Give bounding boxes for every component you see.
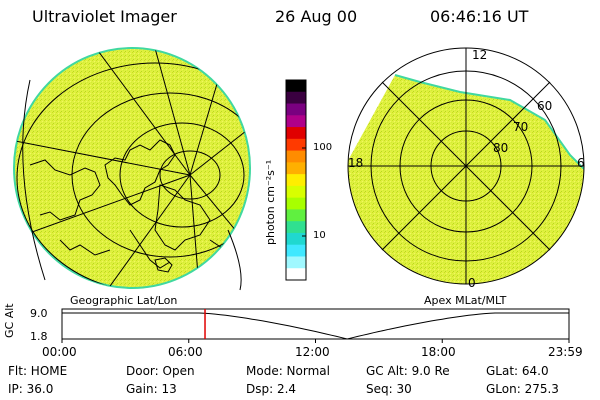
image-edge [394, 74, 584, 173]
coastlines [29, 139, 246, 288]
colorbar [285, 79, 307, 281]
colorbar-label: photon cm⁻²s⁻¹ [264, 159, 277, 245]
timeline-ymax: 9.0 [30, 307, 48, 320]
timeline-tick-1200: 12:00 [295, 345, 330, 359]
geographic-map-panel [13, 47, 251, 291]
colorbar-swatch [286, 127, 306, 140]
colorbar-swatch [286, 174, 306, 187]
colorbar-swatch [286, 197, 306, 210]
colorbar-swatch [286, 221, 306, 234]
colorbar-swatch [286, 138, 306, 152]
colorbar-swatch [286, 209, 306, 222]
info-gain: Gain: 13 [126, 382, 177, 396]
mlat-label-70: 70 [513, 120, 529, 134]
timeline-ymin: 1.8 [30, 330, 48, 343]
colorbar-swatch [286, 232, 306, 246]
info-glat: GLat: 64.0 [486, 364, 549, 378]
colorbar-tick-100: 100 [313, 142, 333, 153]
colorbar-swatch [286, 256, 306, 269]
colorbar-swatch [286, 91, 306, 105]
mlt-label-18: 18 [348, 156, 364, 170]
info-flt: Flt: HOME [8, 364, 68, 378]
polar-grid [347, 47, 585, 285]
time-label: 06:46:16 UT [430, 7, 529, 26]
info-door: Door: Open [126, 364, 195, 378]
mlat-label-80: 80 [493, 141, 509, 155]
colorbar-swatch [286, 103, 306, 116]
right-panel-label: Apex MLat/MLT [424, 294, 507, 307]
app-title: Ultraviolet Imager [32, 7, 177, 26]
mlt-label-12: 12 [472, 48, 488, 62]
timeline-tick-2359: 23:59 [548, 345, 583, 359]
timeline-ylabel: GC Alt [3, 303, 16, 338]
apex-map-panel [347, 47, 585, 285]
timeline-tick-1800: 18:00 [421, 345, 456, 359]
colorbar-swatch [286, 80, 306, 93]
altitude-curve [62, 312, 569, 340]
info-mode: Mode: Normal [246, 364, 330, 378]
earth-disk-outline [13, 47, 251, 289]
colorbar-swatch [286, 162, 306, 175]
timeline-tick-0000: 00:00 [42, 345, 77, 359]
colorbar-swatch [286, 185, 306, 199]
info-ip: IP: 36.0 [8, 382, 54, 396]
date-label: 26 Aug 00 [275, 7, 358, 26]
altitude-timeline [61, 308, 570, 343]
info-gcalt: GC Alt: 9.0 Re [366, 364, 450, 378]
timeline-tick-0600: 06:00 [168, 345, 203, 359]
info-dsp: Dsp: 2.4 [246, 382, 297, 396]
info-seq: Seq: 30 [366, 382, 412, 396]
mlat-label-60: 60 [537, 99, 553, 113]
colorbar-swatch [286, 115, 306, 128]
mlt-label-0: 0 [468, 276, 476, 290]
colorbar-swatch [286, 150, 306, 163]
info-glon: GLon: 275.3 [486, 382, 559, 396]
colorbar-swatch [286, 268, 306, 281]
mlt-label-6: 6 [577, 156, 585, 170]
colorbar-tick-10: 10 [313, 230, 326, 241]
colorbar-swatch [286, 244, 306, 257]
left-panel-label: Geographic Lat/Lon [70, 294, 178, 307]
colorbar-frame [285, 79, 307, 281]
grid-outer-arcs [22, 79, 242, 291]
